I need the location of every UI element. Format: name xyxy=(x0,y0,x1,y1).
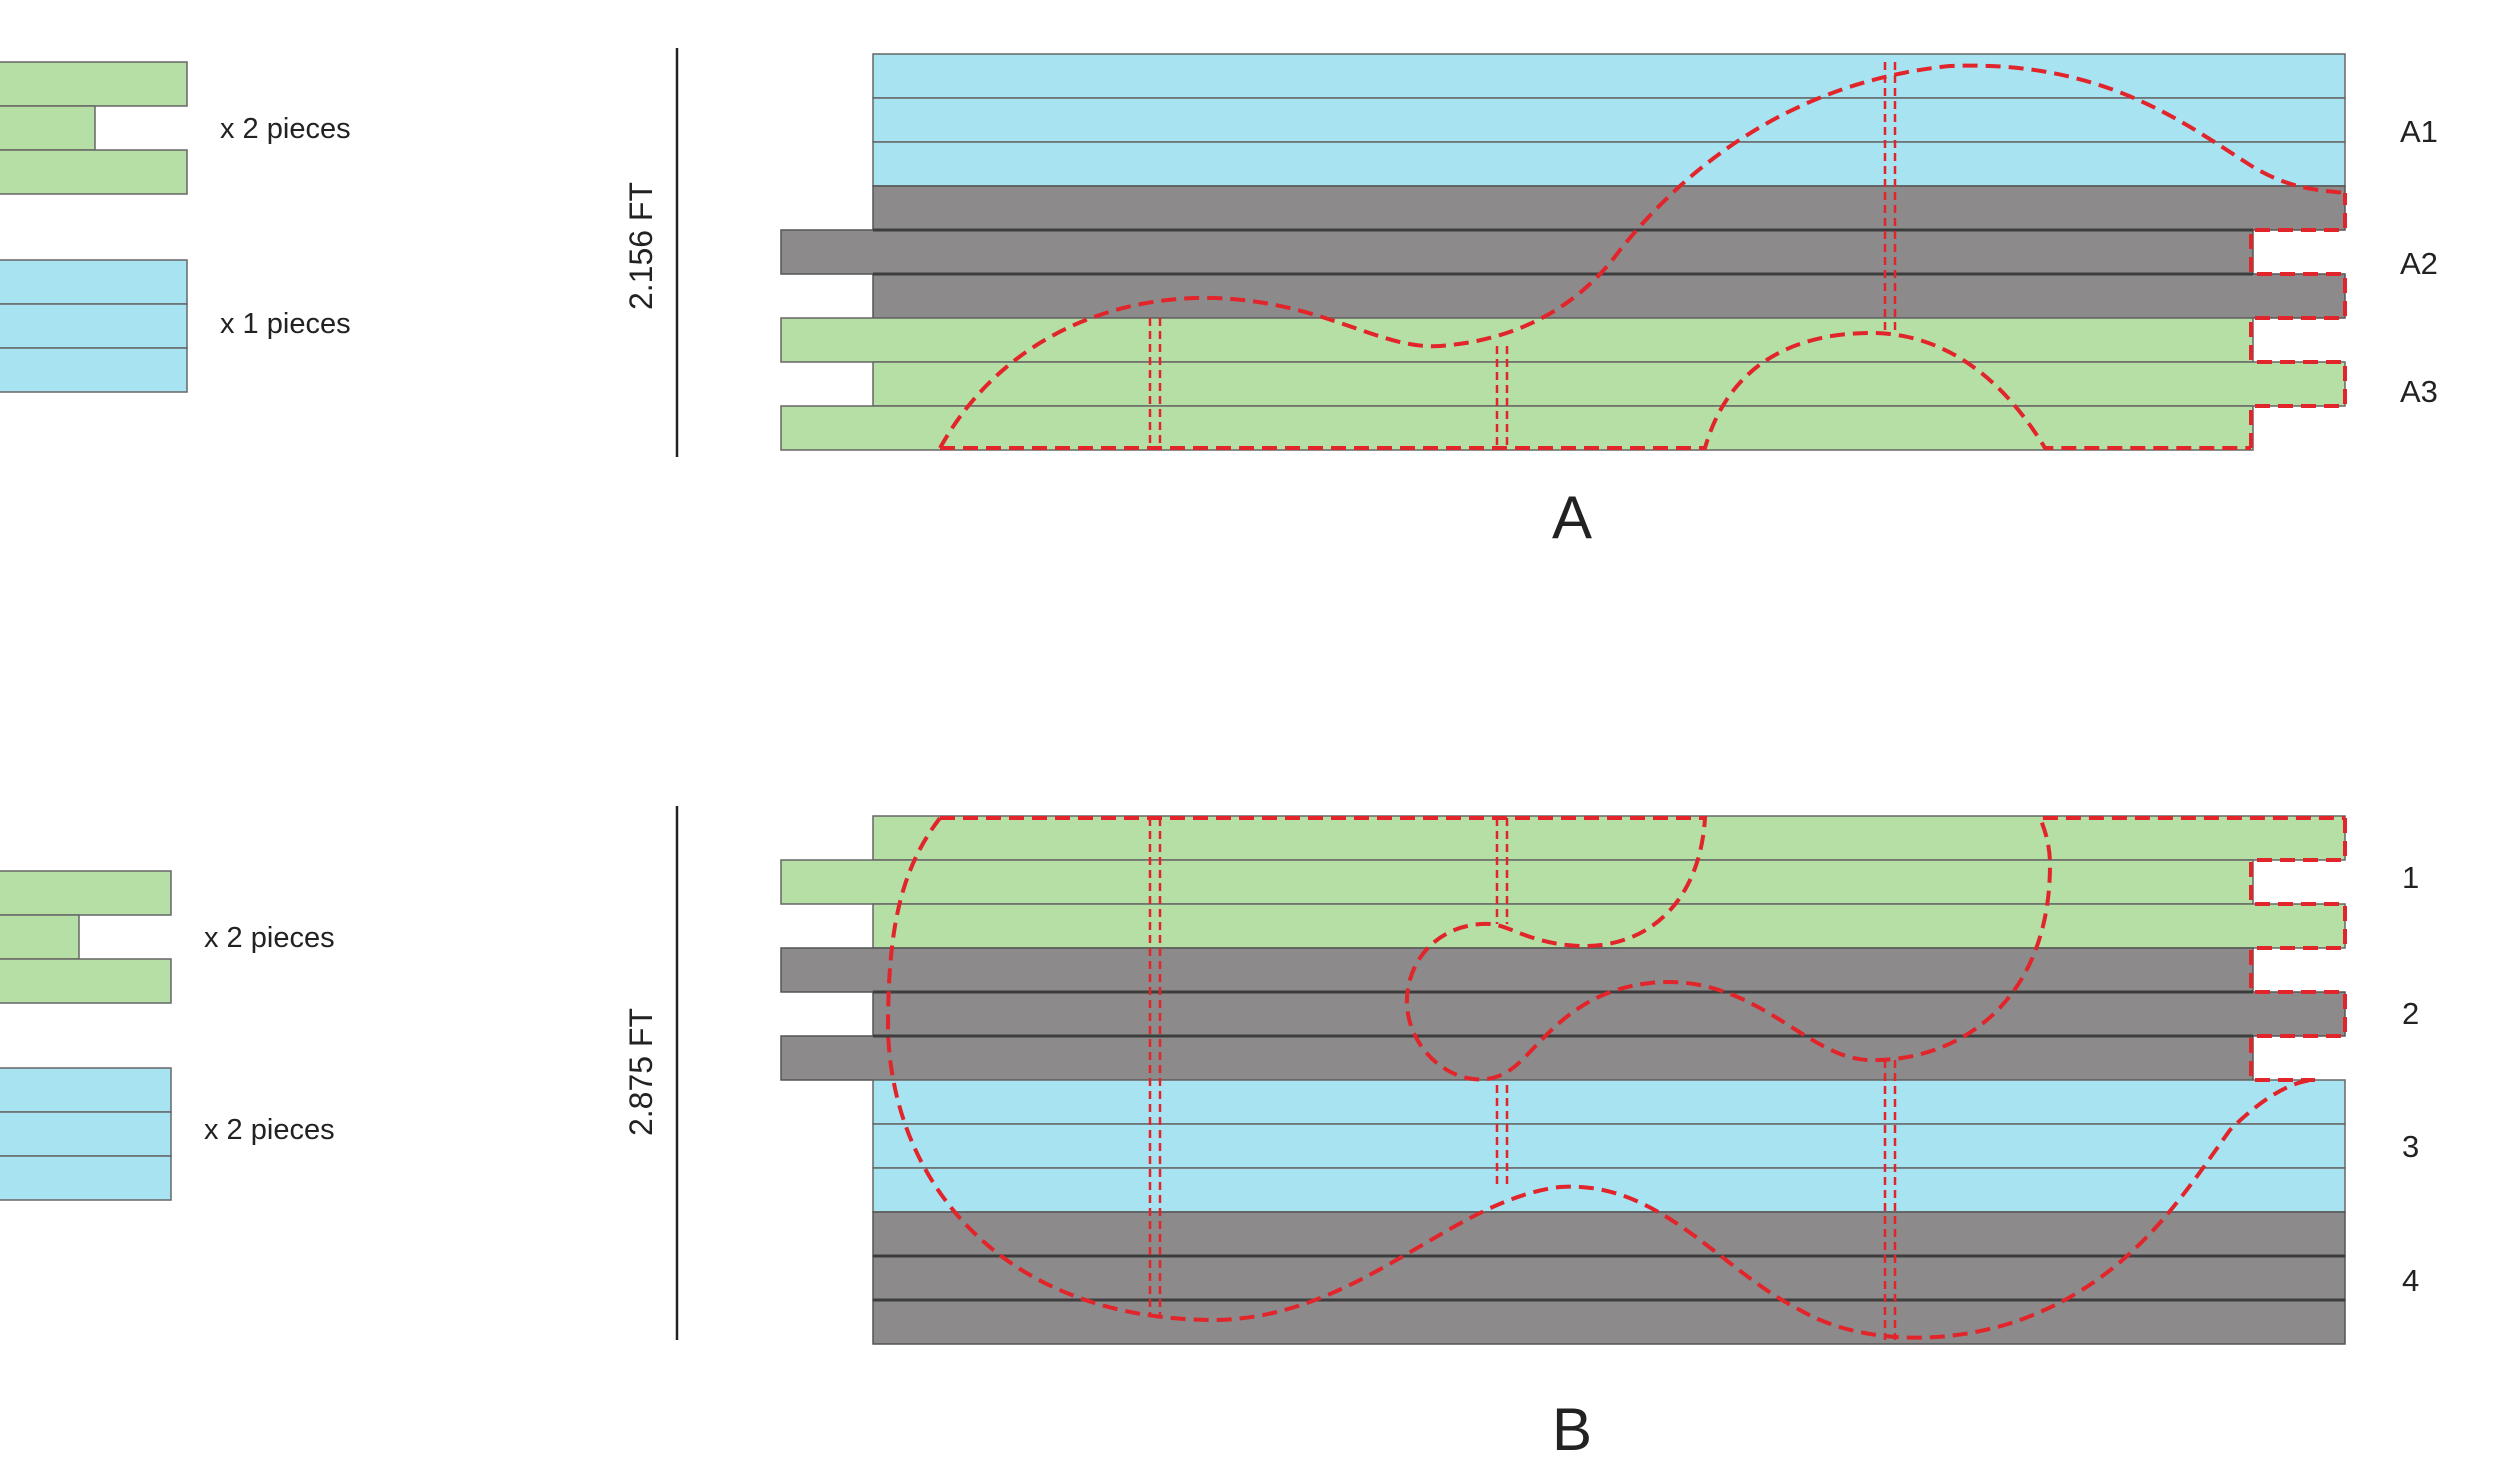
height-label-a: 2.156 FT xyxy=(623,182,659,310)
legend-b-blue-piece xyxy=(0,1067,172,1201)
legend-a: x 2 pieces x 1 pieces xyxy=(0,61,351,393)
row-label-a3: A3 xyxy=(2400,374,2438,409)
legend-b: x 2 pieces x 2 pieces xyxy=(0,870,335,1201)
legend-b-blue-label: x 2 pieces xyxy=(204,1114,335,1146)
cut-outline-b xyxy=(885,816,2347,1340)
legend-a-blue-label: x 1 pieces xyxy=(220,308,351,340)
row-label-b2: 2 xyxy=(2402,996,2419,1031)
laminate-stack-a xyxy=(780,53,2346,451)
laminate-stack-b xyxy=(780,815,2346,1345)
row-label-b4: 4 xyxy=(2402,1263,2419,1298)
legend-a-green-piece xyxy=(0,61,188,195)
legend-b-green-piece xyxy=(0,870,172,1004)
legend-b-green-label: x 2 pieces xyxy=(204,922,335,954)
row-label-a2: A2 xyxy=(2400,246,2438,281)
row-label-b1: 1 xyxy=(2402,860,2419,895)
row-label-b3: 3 xyxy=(2402,1129,2419,1164)
row-label-a1: A1 xyxy=(2400,114,2438,149)
caption-a: A xyxy=(1552,484,1592,551)
caption-b: B xyxy=(1552,1396,1592,1463)
legend-a-green-label: x 2 pieces xyxy=(220,113,351,145)
cut-outline-a xyxy=(938,62,2347,450)
diagram-a: 2.156 FT xyxy=(623,48,2438,551)
legend-a-blue-piece xyxy=(0,259,188,393)
diagram-b: 2.875 FT xyxy=(623,806,2419,1463)
height-label-b: 2.875 FT xyxy=(623,1008,659,1136)
